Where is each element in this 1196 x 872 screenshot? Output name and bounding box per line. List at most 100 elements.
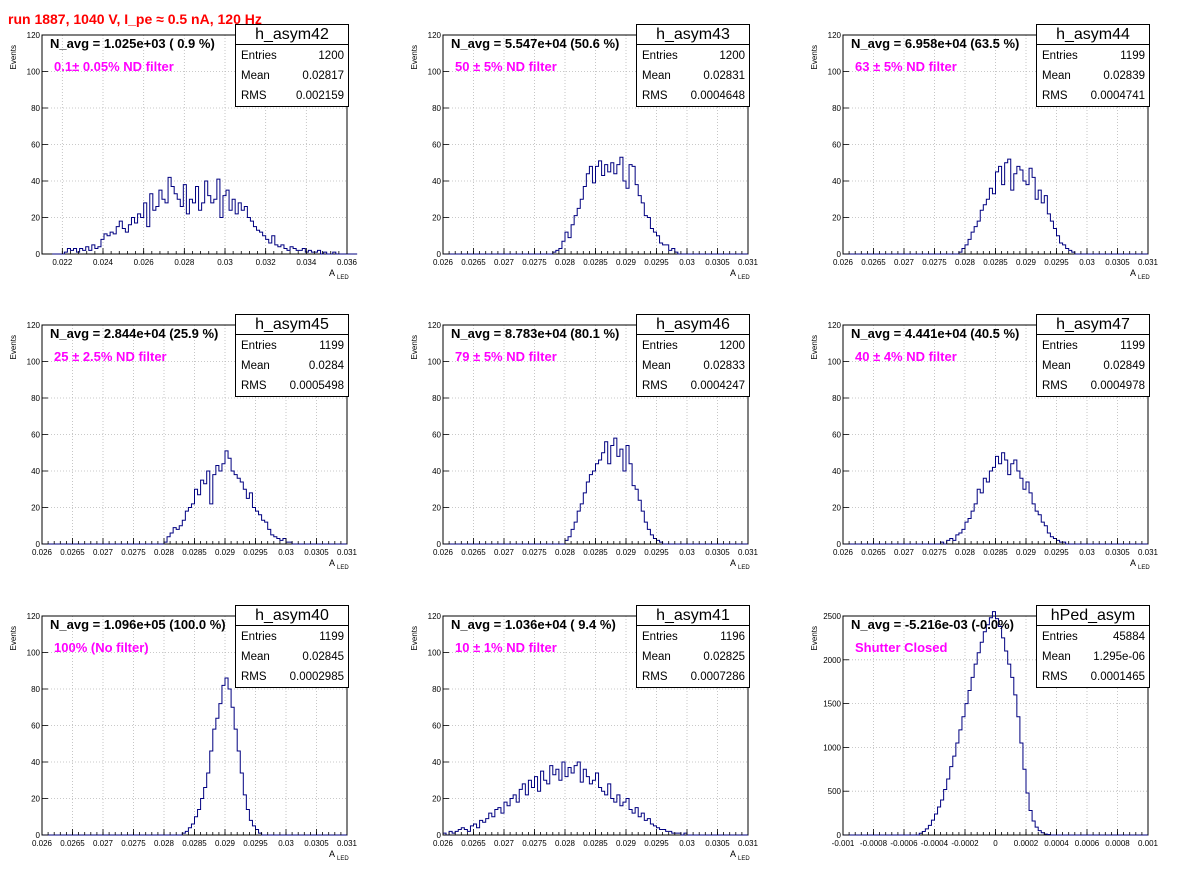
stats-key-entries: Entries [642, 631, 678, 643]
y-tick-label: 100 [428, 358, 442, 367]
y-tick-label: 20 [432, 214, 441, 223]
stats-key-entries: Entries [1042, 631, 1078, 643]
y-tick-label: 120 [428, 31, 442, 40]
y-tick-label: 40 [432, 758, 441, 767]
stats-key-mean: Mean [1042, 360, 1071, 372]
y-axis-label: Events [410, 45, 419, 69]
x-tick-label: 0.03 [679, 258, 695, 267]
y-axis-label: Events [410, 335, 419, 359]
stats-key-rms: RMS [642, 671, 668, 683]
y-tick-label: 120 [27, 612, 41, 621]
histogram-bars [42, 677, 347, 836]
run-title: run 1887, 1040 V, I_pe ≈ 0.5 nA, 120 Hz [8, 11, 262, 27]
stats-value-rms: 0.0007286 [690, 671, 745, 683]
x-tick-label: 0.0285 [583, 839, 608, 848]
y-tick-label: 40 [31, 758, 40, 767]
y-tick-label: 0 [36, 250, 41, 259]
x-tick-label: 0.0285 [182, 839, 207, 848]
x-axis-label-subscript: LED [738, 565, 750, 571]
x-tick-label: 0.0295 [243, 548, 268, 557]
filter-label: 79 ± 5% ND filter [455, 349, 557, 364]
y-tick-label: 0 [837, 831, 842, 840]
stats-value-mean: 0.02849 [1103, 360, 1145, 372]
filter-label: 25 ± 2.5% ND filter [54, 349, 167, 364]
y-axis-label: Events [810, 45, 819, 69]
stats-key-rms: RMS [241, 380, 267, 392]
stats-value-mean: 0.02831 [703, 70, 745, 82]
stats-value-rms: 0.0001465 [1090, 671, 1145, 683]
y-tick-label: 120 [828, 31, 842, 40]
y-tick-label: 0 [437, 540, 442, 549]
stats-box: h_asym40 Entries 1199 Mean 0.02845 RMS 0.00029… [235, 605, 349, 688]
stats-value-entries: 1200 [719, 340, 745, 352]
y-tick-label: 0 [837, 250, 842, 259]
stats-value-rms: 0.0002985 [289, 671, 344, 683]
y-axis-label: Events [9, 45, 18, 69]
stats-row-mean: Mean 0.0284 [241, 356, 344, 376]
filter-label: 63 ± 5% ND filter [855, 59, 957, 74]
x-tick-label: 0.0285 [583, 258, 608, 267]
stats-row-mean: Mean 0.02825 [642, 647, 745, 667]
x-axis-label-subscript: LED [738, 856, 750, 862]
x-tick-label: 0.0305 [1105, 258, 1130, 267]
x-axis-label: A [730, 849, 736, 859]
stats-row-entries: Entries 1196 [642, 627, 745, 647]
x-tick-label: 0.032 [256, 258, 277, 267]
stats-box-title: h_asym40 [236, 606, 348, 626]
stats-value-entries: 1199 [319, 340, 344, 352]
stats-key-mean: Mean [1042, 651, 1071, 663]
y-tick-label: 60 [31, 141, 40, 150]
y-tick-label: 0 [437, 250, 442, 259]
x-axis-label-subscript: LED [1138, 275, 1150, 281]
stats-value-mean: 0.02825 [703, 651, 745, 663]
y-tick-label: 40 [31, 467, 40, 476]
stats-key-mean: Mean [642, 651, 671, 663]
stats-row-mean: Mean 0.02849 [1042, 356, 1145, 376]
stats-key-mean: Mean [642, 70, 671, 82]
x-tick-label: 0.03 [1079, 548, 1095, 557]
stats-value-mean: 0.02833 [703, 360, 745, 372]
stats-key-rms: RMS [241, 671, 267, 683]
stats-row-mean: Mean 0.02845 [241, 647, 344, 667]
stats-box: h_asym44 Entries 1199 Mean 0.02839 RMS 0.00047… [1036, 24, 1150, 107]
x-tick-label: 0.026 [433, 258, 454, 267]
histogram-bars [52, 176, 358, 255]
x-axis-label-subscript: LED [738, 275, 750, 281]
x-tick-label: 0.0295 [1044, 258, 1069, 267]
stats-key-mean: Mean [1042, 70, 1071, 82]
x-tick-label: 0.0295 [644, 548, 669, 557]
y-tick-label: 2500 [823, 612, 841, 621]
x-axis-label-subscript: LED [337, 565, 349, 571]
navg-label: N_avg = 1.025e+03 ( 0.9 %) [50, 36, 215, 51]
x-tick-label: 0.0285 [983, 258, 1008, 267]
y-tick-label: 20 [31, 504, 40, 513]
stats-key-entries: Entries [642, 340, 678, 352]
y-tick-label: 100 [828, 358, 842, 367]
x-axis-label-subscript: LED [337, 856, 349, 862]
x-tick-label: 0.0295 [1044, 548, 1069, 557]
y-tick-label: 20 [432, 504, 441, 513]
stats-key-entries: Entries [1042, 340, 1078, 352]
stats-key-entries: Entries [241, 340, 277, 352]
x-tick-label: 0.0285 [983, 548, 1008, 557]
x-tick-label: 0.0295 [243, 839, 268, 848]
x-tick-label: 0.027 [93, 548, 114, 557]
stats-value-entries: 1196 [720, 631, 745, 643]
x-tick-label: 0.028 [555, 839, 576, 848]
x-tick-label: 0.022 [52, 258, 73, 267]
x-tick-label: -0.001 [832, 839, 855, 848]
navg-label: N_avg = 4.441e+04 (40.5 %) [851, 326, 1020, 341]
filter-label: Shutter Closed [855, 640, 948, 655]
y-tick-label: 120 [27, 31, 41, 40]
stats-row-rms: RMS 0.0004247 [642, 376, 745, 396]
x-tick-label: 0.031 [337, 548, 358, 557]
x-tick-label: 0.029 [616, 839, 637, 848]
y-tick-label: 0 [36, 540, 41, 549]
y-tick-label: 20 [31, 795, 40, 804]
stats-key-rms: RMS [1042, 90, 1068, 102]
y-tick-label: 100 [828, 68, 842, 77]
stats-key-entries: Entries [1042, 50, 1078, 62]
y-tick-label: 80 [832, 104, 841, 113]
x-tick-label: 0.028 [555, 258, 576, 267]
x-tick-label: 0.029 [215, 548, 236, 557]
